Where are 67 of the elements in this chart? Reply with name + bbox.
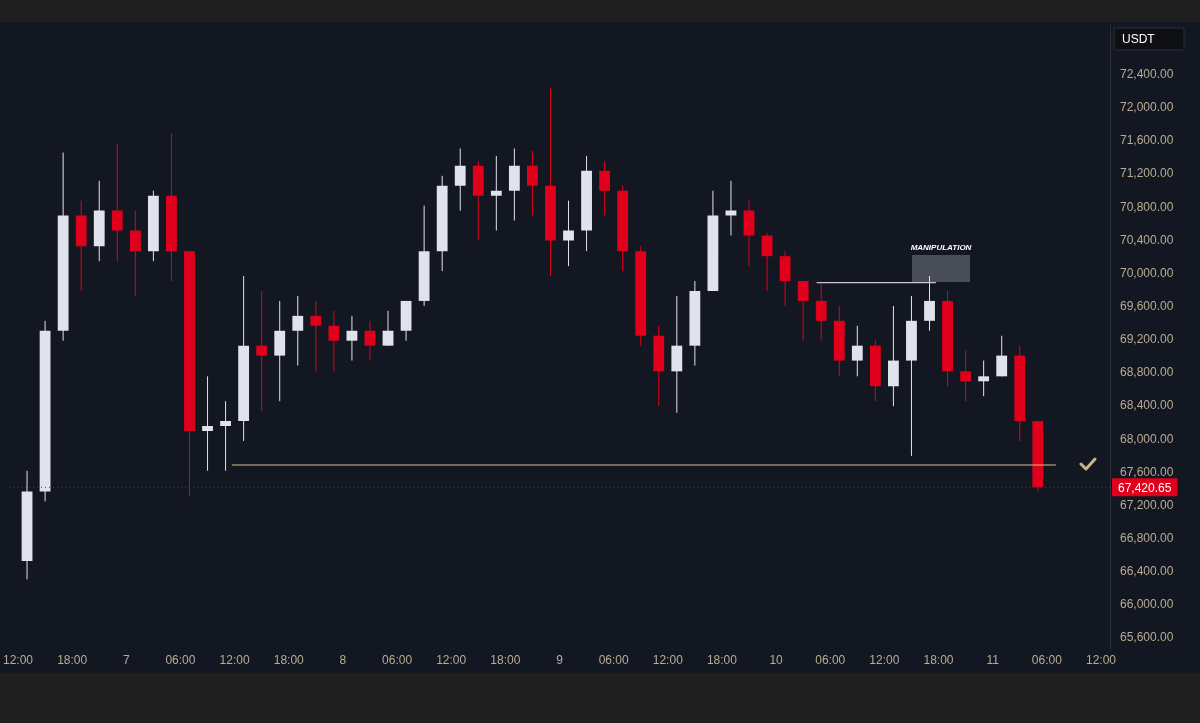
y-tick-label: 66,400.00	[1120, 564, 1174, 579]
y-tick-label: 72,400.00	[1120, 67, 1174, 82]
x-tick-label: 9	[556, 653, 564, 668]
x-tick-label: 18:00	[57, 653, 88, 668]
candlestick	[454, 147, 466, 212]
candlestick	[924, 275, 935, 332]
y-tick-label: 65,600.00	[1120, 630, 1174, 645]
y-axis-title: USDT	[1122, 32, 1156, 47]
y-tick-label: 72,000.00	[1120, 100, 1174, 115]
x-tick-label: 06:00	[815, 653, 846, 668]
candlestick	[310, 300, 322, 372]
y-tick-label: 69,200.00	[1120, 332, 1174, 347]
y-tick-label: 68,400.00	[1120, 398, 1174, 413]
candlestick	[815, 283, 827, 342]
x-tick-label: 06:00	[382, 653, 413, 668]
candlestick	[996, 335, 1008, 377]
y-tick-label: 68,800.00	[1120, 365, 1174, 380]
candlestick	[292, 295, 304, 367]
x-tick-label: 18:00	[490, 653, 521, 668]
y-tick-label: 66,800.00	[1120, 531, 1174, 546]
x-tick-label: 12:00	[652, 653, 684, 668]
y-tick-label: 70,000.00	[1120, 265, 1174, 280]
x-tick-label: 12:00	[436, 653, 467, 668]
x-tick-label: 12:00	[3, 653, 34, 668]
candlestick	[978, 360, 990, 397]
candlestick	[256, 290, 268, 412]
y-tick-label: 67,600.00	[1120, 464, 1174, 479]
candlestick	[111, 142, 123, 262]
x-tick-label: 12:00	[1085, 653, 1117, 668]
x-tick-label: 12:00	[869, 653, 900, 668]
candlestick	[851, 325, 863, 377]
y-tick-label: 70,800.00	[1120, 199, 1174, 214]
candlestick	[797, 280, 809, 342]
x-tick-label: 11	[986, 653, 1000, 668]
x-tick-label: 06:00	[598, 653, 629, 668]
x-tick-label: 7	[122, 653, 130, 668]
candlestick	[129, 210, 141, 297]
x-tick-label: 18:00	[706, 653, 738, 668]
candlestick	[725, 180, 737, 236]
candlestick	[346, 315, 358, 362]
candlestick	[202, 375, 213, 472]
x-tick-label: 18:00	[273, 653, 305, 668]
y-tick-label: 71,200.00	[1120, 166, 1174, 181]
candlestick	[490, 155, 502, 231]
y-tick-label: 68,000.00	[1120, 431, 1174, 446]
annotation: MANIPULATION	[910, 243, 972, 253]
candlestick	[527, 150, 538, 217]
x-tick-label: 06:00	[165, 653, 196, 668]
ref-line-label: 67,420.65	[1118, 480, 1172, 495]
candlestick	[960, 350, 972, 402]
x-tick-label: 06:00	[1031, 653, 1063, 668]
y-tick-label: 69,600.00	[1120, 299, 1174, 314]
x-tick-label: 8	[339, 653, 347, 668]
x-tick-label: 12:00	[219, 653, 250, 668]
candlestick	[563, 200, 574, 267]
y-tick-label: 70,400.00	[1120, 232, 1174, 247]
candlestick	[220, 400, 231, 472]
y-tick-label: 71,600.00	[1120, 133, 1174, 148]
candlestick	[761, 232, 773, 292]
candlestick	[599, 160, 611, 217]
x-tick-label: 18:00	[923, 653, 954, 668]
candlestick	[382, 310, 394, 347]
candlestick	[364, 320, 376, 362]
y-tick-label: 67,200.00	[1120, 497, 1174, 512]
y-tick-label: 66,000.00	[1120, 597, 1174, 612]
x-tick-label: 10	[769, 653, 784, 668]
candlestick	[328, 310, 340, 372]
